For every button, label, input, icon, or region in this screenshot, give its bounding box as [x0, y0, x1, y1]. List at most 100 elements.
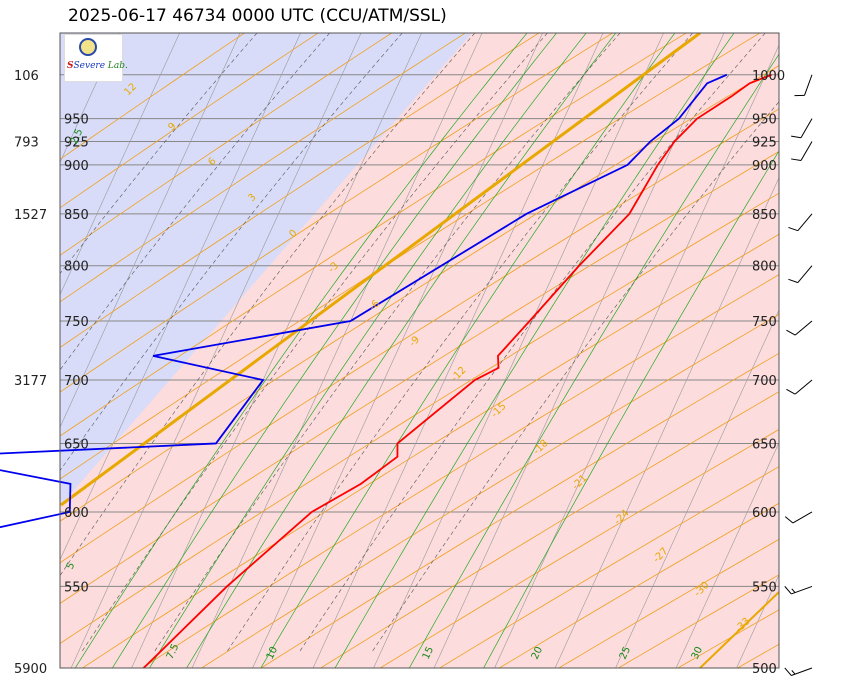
mixing-ratio-5 [81, 33, 548, 652]
dry-adiabat-334 [201, 313, 779, 668]
pressure-label-right-900: 900 [752, 159, 777, 174]
wind-barb-flag [784, 586, 792, 595]
wind-barb-flag [784, 516, 794, 524]
pressure-label-right-700: 700 [752, 374, 777, 389]
height-label-1000: 106 [14, 69, 39, 84]
dry-adiabat-394 [797, 33, 850, 668]
moist-adiabat-5 [112, 33, 557, 668]
pressure-label-right-550: 550 [752, 580, 777, 595]
isotherm--25 [60, 33, 180, 296]
dry-adiabat-310 [60, 150, 779, 604]
pressure-label-right-800: 800 [752, 260, 777, 275]
wind-barb-staff [800, 141, 813, 161]
dewpoint-profile [0, 73, 728, 529]
height-label-925: 793 [14, 135, 39, 150]
dry-adiabat-358 [439, 466, 779, 668]
wind-barb-staff [797, 265, 813, 283]
mixing-ratio-20 [372, 101, 779, 652]
chart-title: 2025-06-17 46734 0000 UTC (CCU/ATM/SSL) [68, 6, 447, 26]
pressure-label-left-750: 750 [64, 315, 89, 330]
pressure-label-left-950: 950 [64, 113, 89, 128]
wind-barb-flag [791, 588, 796, 593]
height-label-700: 3177 [14, 374, 47, 389]
isotherm--15 [60, 33, 301, 561]
pressure-label-left-650: 650 [64, 437, 89, 452]
wind-barb-950 [791, 118, 813, 139]
pressure-label-right-600: 600 [752, 506, 777, 521]
wind-barb-staff [792, 511, 813, 524]
moist-adiabat-label-1: 5 [65, 561, 78, 571]
pressure-label-left-850: 850 [64, 208, 89, 223]
height-label-500: 5900 [14, 662, 47, 677]
wind-barb-staff [794, 379, 813, 395]
isotherm-10 [312, 33, 604, 668]
stable-region [60, 33, 472, 505]
moist-adiabat-7.5 [149, 33, 587, 668]
dry-adiabat-256 [60, 33, 319, 209]
wind-barb-flag [788, 278, 799, 284]
wind-barb-staff [791, 667, 813, 676]
pressure-label-right-650: 650 [752, 437, 777, 452]
wind-barb-925 [791, 141, 813, 162]
moist-adiabat-30 [483, 150, 779, 668]
mixing-ratio-3 [60, 33, 476, 577]
wind-barb-800 [788, 265, 813, 284]
isotherm--30 [60, 33, 120, 164]
plot-frame [59, 32, 780, 669]
dry-adiabat-352 [380, 429, 779, 668]
seal-icon [79, 38, 97, 56]
isotherm-50 [797, 33, 850, 668]
isotherm-20 [433, 33, 725, 668]
wind-barb-flag [786, 329, 796, 336]
lower-right-boundary [699, 591, 779, 668]
isotherm-40 [675, 441, 779, 668]
dry-adiabat-268 [60, 33, 466, 303]
isotherm-30 [554, 176, 779, 668]
wind-barb-flag [784, 667, 792, 676]
wind-barb-500 [784, 667, 813, 676]
pressure-label-right-925: 925 [752, 135, 777, 150]
mixing-ratio-2 [60, 33, 403, 472]
pressure-label-right-750: 750 [752, 315, 777, 330]
pressure-label-right-850: 850 [752, 208, 777, 223]
wind-barb-flag [788, 226, 799, 232]
dry-adiabat-364 [499, 502, 779, 668]
dry-adiabat-280 [60, 33, 613, 393]
dry-adiabat-274 [60, 33, 540, 348]
wind-barb-850 [788, 213, 813, 232]
temperature-profile [143, 73, 772, 669]
moist-adiabat-label-6: 25 [618, 645, 633, 661]
pressure-label-left-600: 600 [64, 506, 89, 521]
wind-barb-flag [791, 135, 802, 139]
pressure-label-left-925: 925 [64, 135, 89, 150]
wind-barb-staff [791, 585, 813, 595]
dry-adiabat-250 [60, 33, 245, 160]
moist-adiabat-10 [186, 33, 616, 668]
isotherm--20 [60, 33, 241, 429]
pressure-label-right-950: 950 [752, 113, 777, 128]
pressure-label-left-900: 900 [64, 159, 89, 174]
pressure-label-left-550: 550 [64, 580, 89, 595]
mixing-ratio-16 [299, 33, 766, 652]
wind-barb-staff [797, 213, 813, 232]
isotherm--5 [131, 33, 422, 668]
plot-area [60, 33, 850, 668]
wind-barb-750 [786, 320, 813, 336]
wind-barb-1000 [794, 74, 813, 97]
dry-adiabat-286 [60, 33, 687, 437]
pressure-label-left-700: 700 [64, 374, 89, 389]
isotherm-25 [494, 44, 779, 668]
wind-barb-flag [791, 158, 802, 162]
parcel-boundary [60, 33, 701, 507]
logo-text: SSevere Lab. [67, 61, 128, 71]
pressure-label-right-500: 500 [752, 662, 777, 677]
dry-adiabat-298 [60, 65, 779, 522]
isotherm-0 [191, 33, 483, 668]
moist-adiabat-2.5 [74, 33, 528, 668]
wind-barb-staff [804, 74, 813, 96]
wind-barb-700 [786, 379, 813, 395]
severe-lab-logo: SSevere Lab. [64, 34, 128, 82]
moist-adiabat-label-4: 15 [421, 645, 436, 661]
wind-barb-600 [784, 511, 813, 524]
